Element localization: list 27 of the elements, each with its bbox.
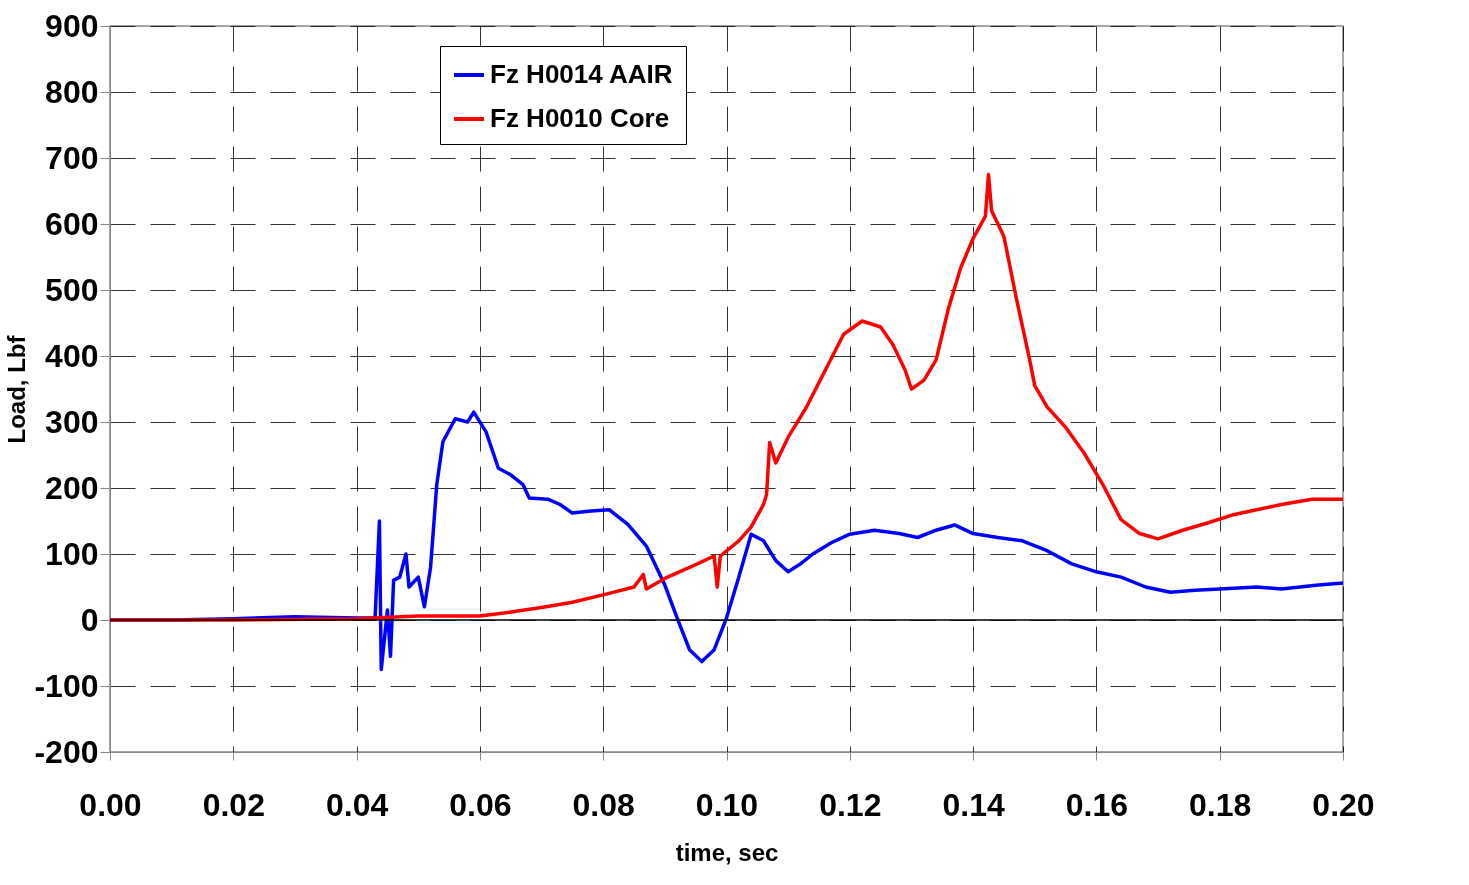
x-tick-label: 0.06 (449, 786, 512, 823)
x-tick-label: 0.18 (1189, 786, 1252, 823)
x-tick-label: 0.04 (325, 786, 389, 823)
y-tick-label: 500 (45, 271, 99, 308)
y-tick-label: 600 (45, 205, 99, 242)
y-tick-label: 200 (45, 469, 99, 506)
x-tick-label: 0.02 (202, 786, 265, 823)
legend-label: Fz H0014 AAIR (490, 59, 673, 89)
y-tick-label: 300 (45, 403, 99, 440)
y-tick-label: 900 (45, 7, 99, 44)
y-tick-label: 100 (45, 535, 99, 572)
y-axis-title: Load, Lbf (3, 334, 31, 444)
x-tick-label: 0.16 (1065, 786, 1129, 823)
legend-label: Fz H0010 Core (490, 103, 670, 133)
y-tick-label: -200 (34, 733, 99, 770)
x-axis-title: time, sec (675, 838, 779, 866)
y-tick-label: 400 (45, 337, 99, 374)
y-tick-label: 700 (45, 139, 99, 176)
y-tick-label: 0 (80, 601, 99, 638)
x-tick-label: 0.08 (572, 786, 635, 823)
y-tick-label: -100 (34, 667, 99, 704)
x-tick-label: 0.14 (942, 786, 1005, 823)
x-tick-label: 0.20 (1312, 786, 1375, 823)
y-tick-label: 800 (45, 73, 99, 110)
x-tick-label: 0.10 (695, 786, 759, 823)
x-tick-label: 0.00 (79, 786, 142, 823)
x-tick-label: 0.12 (819, 786, 882, 823)
